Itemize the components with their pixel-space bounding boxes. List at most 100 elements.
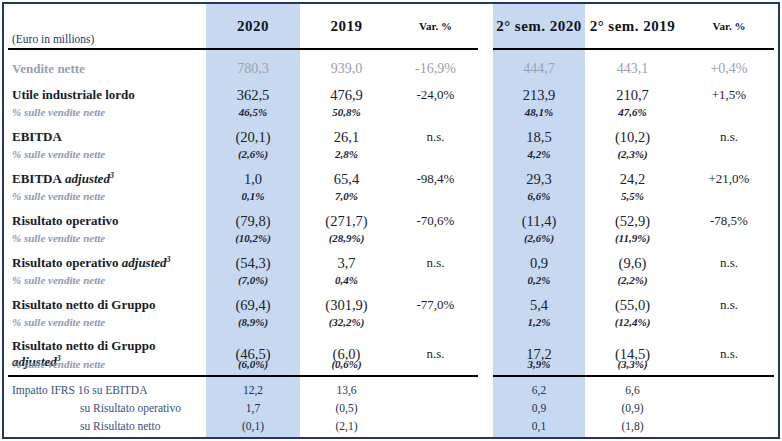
value-cell: n.s.	[393, 346, 478, 362]
value-cell: (28,9%)	[300, 232, 393, 244]
ifrs-row-label: su Risultato operativo	[4, 402, 206, 414]
value-cell: (52,9)	[585, 213, 680, 230]
value-cell: n.s.	[393, 129, 478, 145]
report-page: (Euro in millions) 2020 2019 Var. % 2° s…	[0, 0, 782, 441]
value-cell: 24,2	[585, 171, 680, 188]
row-label: % sulle vendite nette	[4, 148, 206, 160]
value-cell: 65,4	[300, 171, 393, 188]
ifrs-row: Impatto IFRS 16 su EBITDA12,213,66,26,6	[4, 381, 778, 399]
value-cell: -98,4%	[393, 171, 478, 187]
value-cell: 3,7	[300, 255, 393, 272]
value-cell: (1,8)	[585, 420, 680, 432]
header-rule	[8, 48, 778, 50]
value-cell: 1,7	[206, 402, 300, 414]
value-cell: (6,0%)	[206, 358, 300, 370]
value-cell: 47,6%	[585, 106, 680, 118]
ifrs-rule-right	[493, 375, 774, 377]
column-header-2020: 2020	[206, 4, 300, 48]
value-cell: 476,9	[300, 87, 393, 104]
table-row: EBITDA(20,1)26,1n.s.18,5(10,2)n.s.	[4, 128, 778, 146]
value-cell: 443,1	[585, 61, 680, 77]
value-cell: 50,8%	[300, 106, 393, 118]
value-cell: 18,5	[493, 129, 585, 146]
footnote-ref: 3	[110, 171, 114, 180]
row-label: % sulle vendite nette	[4, 316, 206, 328]
value-cell: (7,0%)	[206, 274, 300, 286]
row-label: % sulle vendite nette	[4, 190, 206, 202]
value-cell: (20,1)	[206, 129, 300, 146]
value-cell: +21,0%	[680, 171, 778, 187]
value-cell: (32,2%)	[300, 316, 393, 328]
value-cell: 1,0	[206, 171, 300, 188]
value-cell: (2,2%)	[585, 274, 680, 286]
header-rule-right	[493, 48, 774, 50]
value-cell: 26,1	[300, 129, 393, 146]
column-header-2sem-2019: 2° sem. 2019	[585, 4, 680, 48]
row-label: EBITDA	[4, 129, 206, 145]
value-cell: (0,5)	[300, 402, 393, 414]
column-header-2019: 2019	[300, 4, 393, 48]
ifrs-row: su Risultato netto(0,1)(2,1)0,1(1,8)	[4, 417, 778, 435]
value-cell: 6,6	[585, 384, 680, 396]
table-row: Risultato netto di Gruppo(69,4)(301,9)-7…	[4, 296, 778, 314]
value-cell: n.s.	[680, 346, 778, 362]
unit-label: (Euro in millions)	[4, 4, 206, 48]
adjusted-suffix: adjusted	[119, 255, 167, 270]
header-rule-gap	[478, 48, 493, 50]
value-cell: n.s.	[680, 129, 778, 145]
table-row: % sulle vendite nette(6,0%)(0,6%)3,9%(3,…	[4, 356, 778, 371]
ifrs-section-rule	[8, 375, 778, 377]
value-cell: (2,6%)	[206, 148, 300, 160]
value-cell: (10,2%)	[206, 232, 300, 244]
table-row: % sulle vendite nette46,5%50,8%48,1%47,6…	[4, 104, 778, 119]
value-cell: -77,0%	[393, 297, 478, 313]
value-cell: n.s.	[393, 255, 478, 271]
value-cell: (8,9%)	[206, 316, 300, 328]
value-cell: 6,6%	[493, 190, 585, 202]
value-cell: (2,3%)	[585, 148, 680, 160]
row-label: Risultato operativo adjusted3	[4, 255, 206, 271]
value-cell: -24,0%	[393, 87, 478, 103]
table-row: Utile industriale lordo362,5476,9-24,0%2…	[4, 86, 778, 104]
value-cell: (0,1)	[206, 420, 300, 432]
column-header-var-2: Var. %	[680, 4, 778, 48]
ifrs-impact-section: Impatto IFRS 16 su EBITDA12,213,66,26,6 s…	[4, 381, 778, 435]
table-row: Risultato netto di Gruppo adjusted3(46,5…	[4, 338, 778, 356]
value-cell: 0,9	[493, 402, 585, 414]
table-row: % sulle vendite nette0,1%7,0%6,6%5,5%	[4, 188, 778, 203]
financial-summary-table: (Euro in millions) 2020 2019 Var. % 2° s…	[2, 2, 780, 439]
value-cell: (11,4)	[493, 213, 585, 230]
adjusted-suffix: adjusted	[62, 171, 110, 186]
value-cell: 29,3	[493, 171, 585, 188]
value-cell: +0,4%	[680, 61, 778, 77]
value-cell: (2,1)	[300, 420, 393, 432]
value-cell: 46,5%	[206, 106, 300, 118]
value-cell: 362,5	[206, 87, 300, 104]
table-row: % sulle vendite nette(8,9%)(32,2%)1,2%(1…	[4, 314, 778, 329]
value-cell: 5,5%	[585, 190, 680, 202]
value-cell: 2,8%	[300, 148, 393, 160]
value-cell: 6,2	[493, 384, 585, 396]
value-cell: -16,9%	[393, 61, 478, 77]
ifrs-rule-gap	[478, 375, 493, 377]
table-row: % sulle vendite nette(7,0%)0,4%0,2%(2,2%…	[4, 272, 778, 287]
column-header-2sem-2020: 2° sem. 2020	[493, 4, 585, 48]
ifrs-row-label: Impatto IFRS 16 su EBITDA	[4, 384, 206, 396]
row-label: Risultato netto di Gruppo	[4, 297, 206, 313]
value-cell: n.s.	[680, 297, 778, 313]
value-cell: n.s.	[680, 255, 778, 271]
table-row: Risultato operativo(79,8)(271,7)-70,6%(1…	[4, 212, 778, 230]
value-cell: 0,2%	[493, 274, 585, 286]
table-row: % sulle vendite nette(2,6%)2,8%4,2%(2,3%…	[4, 146, 778, 161]
table-header-row: (Euro in millions) 2020 2019 Var. % 2° s…	[4, 4, 778, 48]
value-cell: -78,5%	[680, 213, 778, 229]
value-cell: (10,2)	[585, 129, 680, 146]
row-label: EBITDA adjusted3	[4, 171, 206, 187]
value-cell: 12,2	[206, 384, 300, 396]
row-label: Risultato operativo	[4, 213, 206, 229]
value-cell: (69,4)	[206, 297, 300, 314]
row-label: % sulle vendite nette	[4, 232, 206, 244]
column-header-var-1: Var. %	[393, 4, 478, 48]
footnote-ref: 3	[167, 255, 171, 264]
table-row: % sulle vendite nette(10,2%)(28,9%)(2,6%…	[4, 230, 778, 245]
